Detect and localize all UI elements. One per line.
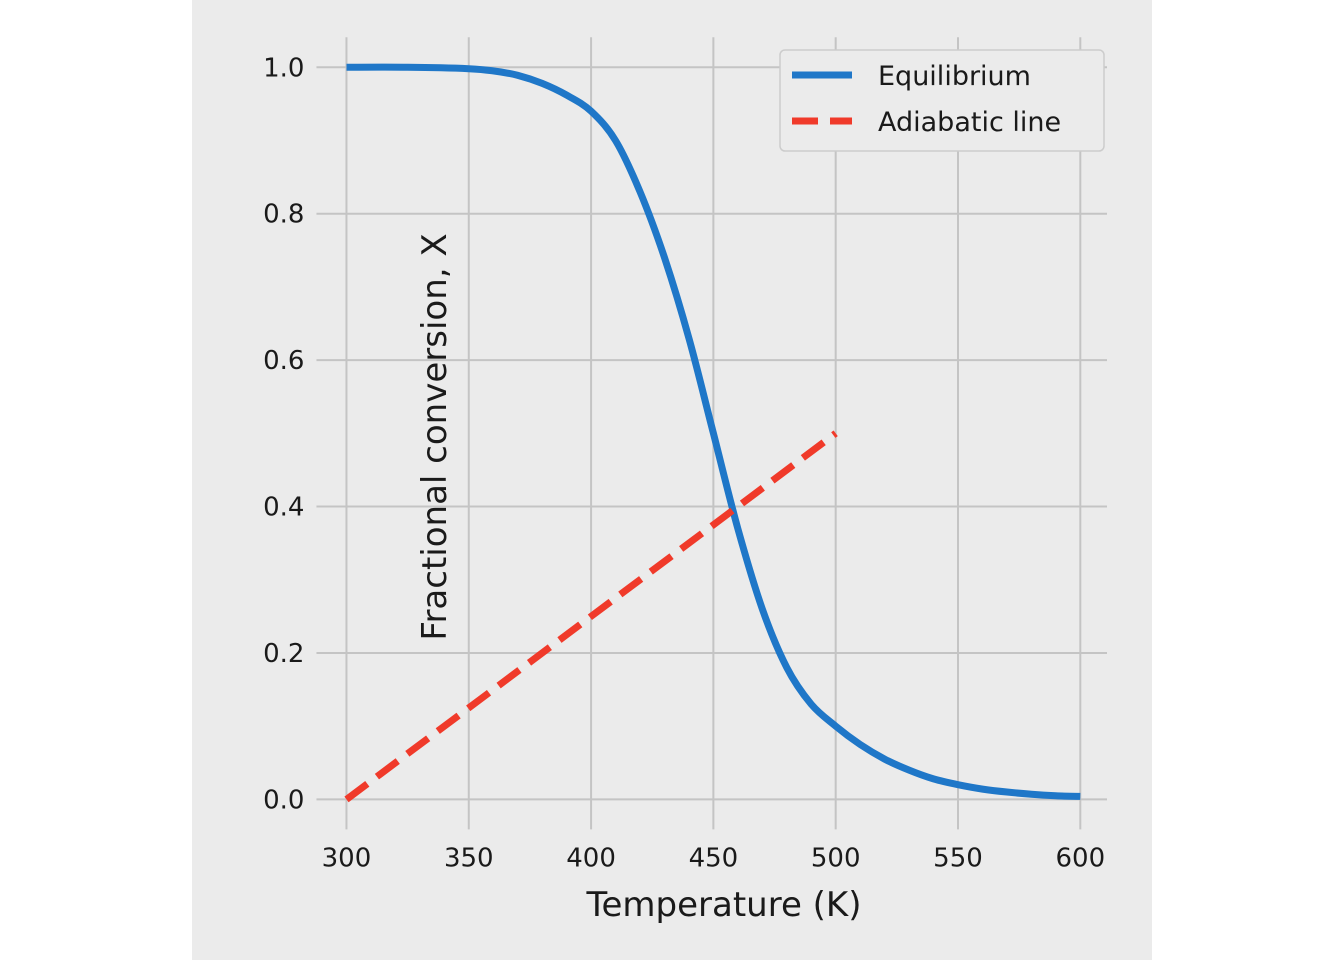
- adiabatic-line: [344, 430, 838, 803]
- x-tick-label: 300: [322, 843, 372, 873]
- y-tick-label: 0.0: [263, 785, 304, 815]
- x-tick-label: 500: [811, 843, 861, 873]
- y-tick-label: 0.2: [263, 639, 304, 669]
- y-tick-label: 0.4: [263, 493, 304, 523]
- x-tick-label: 350: [444, 843, 494, 873]
- legend: Equilibrium Adiabatic line: [779, 49, 1105, 152]
- x-tick-label: 600: [1055, 843, 1105, 873]
- y-tick-label: 1.0: [263, 53, 304, 83]
- equilibrium-line: [346, 63, 1081, 800]
- figure-background: 300 350 400 450 500 550 600 0.0 0.2 0.4 0.6 0.8 1.0…: [192, 0, 1152, 960]
- legend-box: [779, 49, 1105, 152]
- line-chart: 300 350 400 450 500 550 600 0.0 0.2 0.4 0.6 0.8 1.0…: [263, 37, 1107, 925]
- x-axis-label: Temperature (K): [585, 885, 861, 925]
- series-layer: [344, 63, 1081, 803]
- legend-label-equilibrium: Equilibrium: [878, 61, 1031, 92]
- x-tick-label: 450: [689, 843, 739, 873]
- y-tick-label: 0.6: [263, 346, 304, 376]
- y-tick-label: 0.8: [263, 200, 304, 230]
- x-tick-label: 400: [566, 843, 616, 873]
- y-axis-label: Fractional conversion, X: [415, 233, 455, 640]
- legend-label-adiabatic-line: Adiabatic line: [878, 107, 1061, 138]
- x-tick-label: 550: [933, 843, 983, 873]
- y-tick-labels: 0.0 0.2 0.4 0.6 0.8 1.0: [263, 53, 304, 815]
- x-tick-labels: 300 350 400 450 500 550 600: [322, 843, 1105, 873]
